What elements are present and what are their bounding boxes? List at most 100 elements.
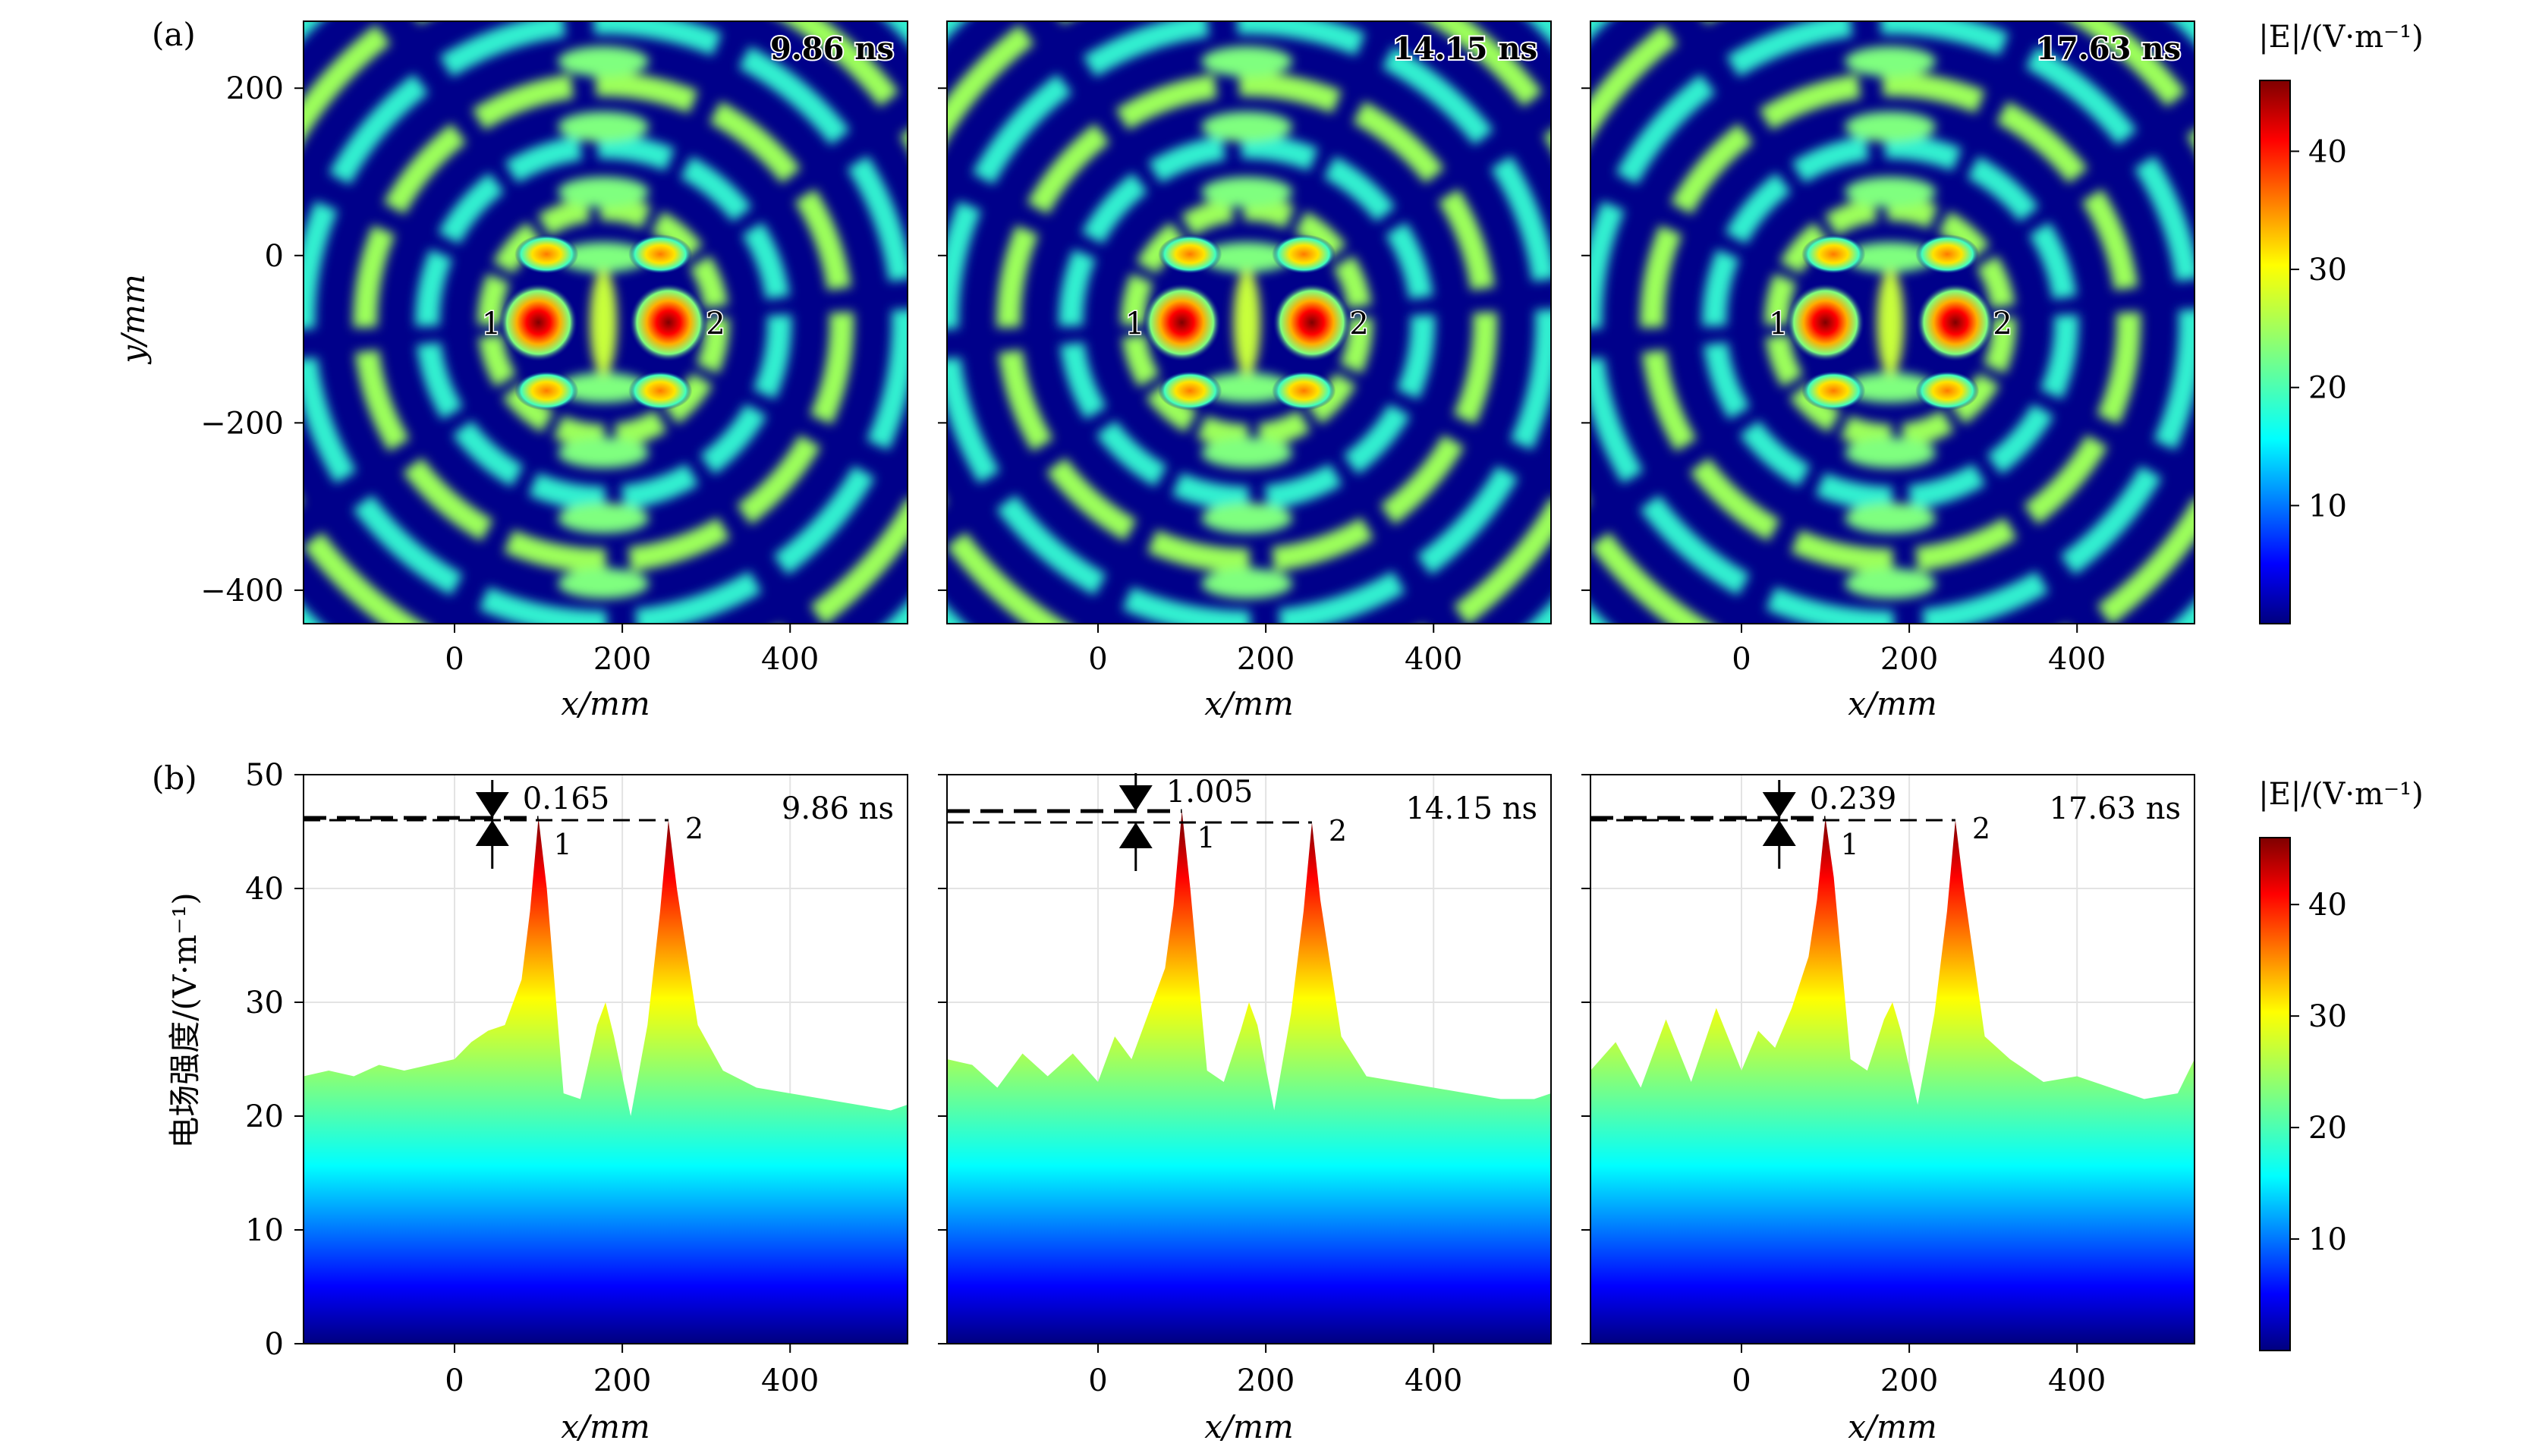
field-area-series (304, 818, 908, 1344)
area-panel-3: 0.239 1 2 17.63 ns 0 200 400 x/mm (1581, 774, 2195, 1445)
arrow-down-head (1762, 792, 1796, 818)
x-tick-label: 0 (445, 642, 464, 677)
area-frame (946, 774, 1552, 1344)
center-lobe (558, 242, 650, 272)
center-lobe (1201, 503, 1293, 533)
area-time-label: 9.86 ns (782, 791, 894, 826)
heatmap-field (304, 0, 908, 624)
area-frame (303, 774, 908, 1344)
heatmap-frame (946, 20, 1552, 624)
colorbar-tick-label: 30 (2308, 253, 2347, 288)
heatmap-field (947, 0, 1551, 624)
center-lobe (1845, 112, 1936, 142)
colorbar-a: |E|/(V·m⁻¹) 10 20 30 40 (2258, 20, 2424, 624)
y-axis-label-a: y/mm (115, 274, 152, 365)
y-tick-label: 40 (245, 872, 284, 907)
y-tick-label: 30 (245, 986, 284, 1020)
x-tick-label: 200 (593, 642, 651, 677)
center-lobe (558, 373, 650, 403)
center-lobe (1845, 0, 1936, 11)
focal-hotspot-1 (1142, 283, 1222, 362)
center-lobe (1201, 373, 1293, 403)
x-tick-label: 200 (1237, 1363, 1295, 1398)
y-tick-label: −400 (200, 574, 284, 609)
wavefront-ring (415, 134, 792, 511)
peak2-label: 2 (685, 812, 703, 845)
x-tick-label: 200 (1237, 642, 1295, 677)
area-time-label: 17.63 ns (2049, 791, 2181, 826)
y-tick-label: 0 (265, 1327, 284, 1362)
difference-label: 0.165 (523, 781, 610, 816)
difference-label: 1.005 (1166, 775, 1254, 810)
arrow-up-head (1118, 822, 1153, 848)
center-lobe (1845, 568, 1936, 599)
colorbar-a-gradient (2259, 80, 2291, 624)
peak2-label: 2 (1329, 814, 1347, 847)
panel-b-label: (b) (152, 759, 197, 797)
side-lobe (628, 234, 693, 274)
focal-label-2: 2 (706, 307, 725, 341)
x-tick-label: 0 (1088, 642, 1107, 677)
x-tick-label: 0 (445, 1363, 464, 1398)
center-lobe (1877, 269, 1905, 376)
center-lobe (590, 269, 618, 376)
x-axis-label: x/mm (1204, 1408, 1294, 1445)
focal-hotspot-1 (499, 283, 578, 362)
x-tick-label: 400 (1405, 1363, 1462, 1398)
center-lobe (1201, 568, 1293, 599)
center-lobe (1201, 438, 1293, 468)
colorbar-tick-label: 20 (2308, 1111, 2347, 1146)
area-panel-1: 0.165 1 2 9.86 ns 0 200 400 x/mm 50 40 30 20 10 0 (245, 758, 908, 1445)
y-tick-label: 200 (226, 71, 284, 106)
colorbar-tick-label: 20 (2308, 371, 2347, 406)
heatmap-panel-1: 1 2 9.86 ns 0 200 400 x/mm 200 0 −200 −400 (200, 0, 908, 722)
colorbar-b-gradient (2259, 837, 2291, 1351)
colorbar-tick-label: 10 (2308, 1222, 2347, 1257)
x-tick-label: 0 (1088, 1363, 1107, 1398)
x-axis-label: x/mm (1204, 685, 1294, 722)
side-lobe (1801, 371, 1866, 410)
y-tick-label: 0 (265, 239, 284, 274)
focal-hotspot-1 (1785, 283, 1865, 362)
heatmap-time-label: 9.86 ns (770, 31, 894, 67)
wavefront-ring (1121, 197, 1373, 448)
side-lobe (1158, 234, 1222, 274)
colorbar-b-label: |E|/(V·m⁻¹) (2258, 777, 2424, 812)
center-lobe (1845, 438, 1936, 468)
center-lobe (558, 112, 650, 142)
colorbar-tick-label: 10 (2308, 489, 2347, 524)
colorbar-b: |E|/(V·m⁻¹) 10 20 30 40 (2258, 777, 2424, 1351)
center-lobe (558, 438, 650, 468)
focal-label-2: 2 (1349, 307, 1368, 341)
wavefront-ring (1702, 134, 2079, 511)
focal-label-1: 1 (1125, 307, 1144, 341)
x-tick-label: 400 (1405, 642, 1462, 677)
colorbar-a-label: |E|/(V·m⁻¹) (2258, 20, 2424, 55)
field-area-series (947, 811, 1551, 1344)
focal-label-1: 1 (1769, 307, 1788, 341)
focal-hotspot-2 (1272, 283, 1351, 362)
side-lobe (514, 234, 579, 274)
wavefront-ring (1059, 134, 1436, 511)
peak1-label: 1 (1197, 821, 1216, 854)
x-tick-label: 400 (2048, 1363, 2106, 1398)
peak1-label: 1 (554, 828, 572, 861)
heatmap-time-label: 17.63 ns (2036, 31, 2181, 67)
center-lobe (1201, 0, 1292, 11)
side-lobe (1915, 371, 1980, 410)
center-lobe (1201, 242, 1293, 272)
center-lobe (1201, 46, 1293, 77)
heatmap-frame (303, 20, 908, 624)
wavefront-ring (996, 72, 1498, 573)
side-lobe (1272, 371, 1336, 410)
arrow-up-head (1762, 820, 1796, 846)
x-tick-label: 400 (761, 642, 819, 677)
center-lobe (558, 0, 649, 11)
focal-hotspot-2 (1915, 283, 1995, 362)
center-lobe (558, 568, 650, 599)
side-lobe (628, 371, 693, 410)
focal-hotspot-2 (628, 283, 708, 362)
arrow-down-head (1118, 785, 1153, 811)
center-lobe (1201, 177, 1293, 207)
